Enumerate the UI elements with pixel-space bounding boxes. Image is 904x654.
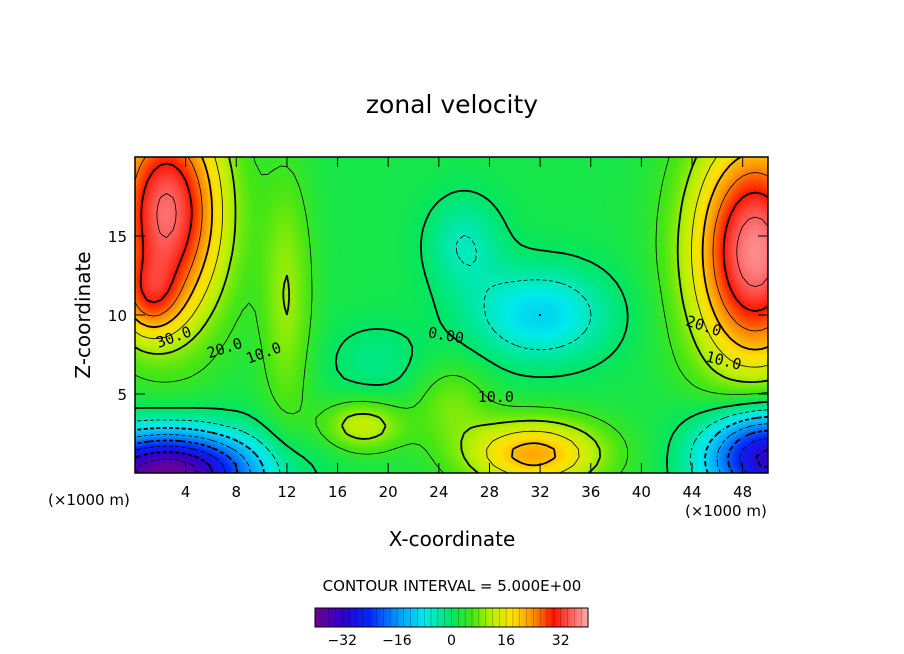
x-tick-label: 32 (531, 483, 550, 501)
x-axis-label: X-coordinate (389, 527, 516, 551)
colorbar-tick-label: 16 (497, 633, 515, 649)
colorbar-tick-label: 0 (447, 633, 456, 649)
chart-title: zonal velocity (366, 90, 538, 119)
x-tick-label: 4 (181, 483, 191, 501)
y-tick-label: 15 (108, 228, 127, 246)
x-tick-label: 36 (581, 483, 600, 501)
colorbar-tick-label: −16 (382, 633, 412, 649)
contour-line (135, 157, 768, 473)
colorbar (315, 608, 588, 627)
contour-line (135, 157, 768, 473)
colorbar-frame (314, 607, 589, 628)
contour-label: 10.0 (478, 388, 514, 406)
contour-field (135, 157, 768, 473)
y-tick-label: 5 (117, 386, 127, 404)
colorbar-tick-label: −32 (328, 633, 358, 649)
contour-label: 0.00 (427, 323, 466, 347)
x-tick-label: 28 (480, 483, 499, 501)
x-tick-label: 16 (328, 483, 347, 501)
x-tick-label: 44 (682, 483, 701, 501)
x-tick-label: 24 (429, 483, 448, 501)
contour-line (135, 235, 768, 473)
contour-line (135, 423, 768, 473)
colorbar-ticks: −32 −16 0 16 32 (314, 608, 589, 649)
x-tick-label: 20 (379, 483, 398, 501)
x-tick-label: 12 (277, 483, 296, 501)
contour-line (135, 157, 768, 467)
contour-line (135, 189, 768, 473)
contour-line (135, 157, 768, 332)
contour-line (135, 313, 768, 473)
contour-lines (135, 157, 768, 473)
x-unit-left: (×1000 m) (48, 491, 130, 509)
y-axis-label: Z-coordinate (71, 251, 95, 378)
contour-interval-text: CONTOUR INTERVAL = 5.000E+00 (323, 577, 582, 595)
x-tick-label: 40 (632, 483, 651, 501)
contour-line (135, 157, 768, 473)
contour-line (156, 193, 768, 287)
contour-line (139, 162, 768, 312)
x-tick-label: 8 (232, 483, 242, 501)
y-tick-label: 10 (108, 307, 127, 325)
x-axis-ticks: 4 8 12 16 20 24 28 32 36 40 44 48 (181, 157, 752, 501)
contour-line (135, 438, 768, 473)
x-unit-right: (×1000 m) (685, 502, 767, 520)
colorbar-tick-label: 32 (552, 633, 570, 649)
x-tick-label: 48 (733, 483, 752, 501)
y-axis-ticks: 5 10 15 (108, 228, 768, 404)
contour-line (135, 458, 199, 473)
